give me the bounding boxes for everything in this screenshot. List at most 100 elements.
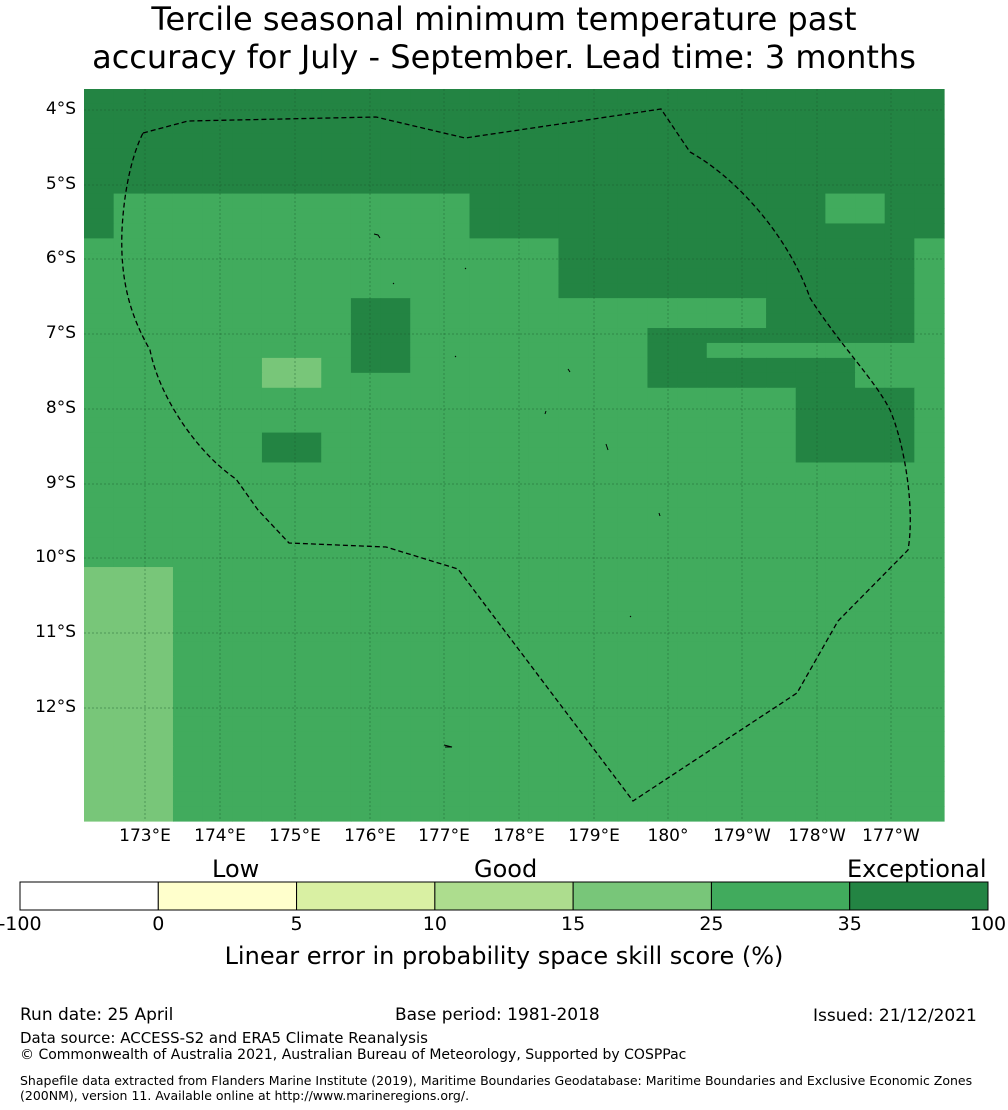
grid-cell xyxy=(350,731,382,747)
grid-cell xyxy=(914,806,945,822)
grid-cell xyxy=(914,148,945,165)
grid-cell xyxy=(380,447,411,464)
grid-cell xyxy=(825,552,856,568)
grid-cell xyxy=(321,342,352,359)
grid-cell xyxy=(736,208,767,225)
grid-cell xyxy=(439,193,471,210)
grid-cell xyxy=(855,701,886,718)
grid-cell xyxy=(884,716,915,732)
grid-cell xyxy=(766,567,797,583)
grid-cell xyxy=(766,581,797,598)
grid-cell xyxy=(914,492,945,508)
grid-cell xyxy=(528,118,560,135)
grid-cell xyxy=(113,432,144,449)
grid-cell xyxy=(855,581,886,598)
grid-cell xyxy=(795,328,826,344)
grid-cell xyxy=(410,641,441,658)
grid-cell xyxy=(84,537,115,553)
grid-cell xyxy=(113,731,144,747)
grid-cell xyxy=(914,387,945,404)
grid-cell xyxy=(113,537,144,553)
grid-cell xyxy=(558,193,589,210)
grid-cell xyxy=(706,537,738,553)
grid-cell xyxy=(350,447,382,464)
grid-cell xyxy=(232,447,263,464)
grid-cell xyxy=(439,611,471,628)
grid-cell xyxy=(499,208,530,225)
grid-cell xyxy=(380,103,411,120)
grid-cell xyxy=(202,387,233,404)
grid-cell xyxy=(113,611,144,628)
grid-cell xyxy=(677,716,708,732)
grid-cell xyxy=(380,507,411,523)
grid-cell xyxy=(825,641,856,658)
grid-cell xyxy=(291,148,322,165)
grid-cell xyxy=(736,148,767,165)
grid-cell xyxy=(617,298,649,314)
grid-cell xyxy=(113,806,144,822)
grid-cell xyxy=(410,118,441,135)
grid-cell xyxy=(528,238,560,254)
grid-cell xyxy=(291,432,322,449)
grid-cell xyxy=(677,193,708,210)
grid-cell xyxy=(617,372,649,389)
grid-cell xyxy=(736,133,767,150)
grid-cell xyxy=(321,701,352,718)
grid-cell xyxy=(261,148,293,165)
grid-cell xyxy=(439,731,471,747)
grid-cell xyxy=(172,238,204,254)
grid-cell xyxy=(172,178,204,195)
grid-cell xyxy=(884,223,915,239)
grid-cell xyxy=(261,746,293,762)
grid-cell xyxy=(647,567,678,583)
grid-cell xyxy=(617,581,649,598)
grid-cell xyxy=(528,656,560,673)
grid-cell xyxy=(380,746,411,762)
grid-cell xyxy=(677,671,708,688)
grid-cell xyxy=(113,716,144,732)
grid-cell xyxy=(172,567,204,583)
grid-cell xyxy=(825,701,856,718)
grid-cell xyxy=(410,776,441,792)
grid-cell xyxy=(736,537,767,553)
grid-cell xyxy=(113,148,144,165)
grid-cell xyxy=(291,776,322,792)
grid-cell xyxy=(439,447,471,464)
grid-cell xyxy=(588,746,619,762)
grid-cell xyxy=(499,611,530,628)
grid-cell xyxy=(588,507,619,523)
grid-cell xyxy=(766,761,797,777)
grid-cell xyxy=(380,313,411,329)
grid-cell xyxy=(410,372,441,389)
grid-cell xyxy=(736,118,767,135)
grid-cell xyxy=(825,462,856,479)
grid-cell xyxy=(172,89,204,105)
grid-cell xyxy=(350,328,382,344)
grid-cell xyxy=(439,387,471,404)
grid-cell xyxy=(528,103,560,120)
grid-cell xyxy=(291,133,322,150)
grid-cell xyxy=(261,776,293,792)
island xyxy=(454,355,457,358)
grid-cell xyxy=(410,761,441,777)
grid-cell xyxy=(795,581,826,598)
grid-cell xyxy=(143,432,174,449)
grid-cell xyxy=(884,118,915,135)
grid-cell xyxy=(321,447,352,464)
grid-cell xyxy=(884,268,915,284)
grid-cell xyxy=(795,806,826,822)
grid-cell xyxy=(825,148,856,165)
grid-cell xyxy=(588,701,619,718)
grid-cell xyxy=(172,656,204,673)
grid-cell xyxy=(855,178,886,195)
grid-cell xyxy=(469,611,500,628)
grid-cell xyxy=(499,552,530,568)
grid-cell xyxy=(617,656,649,673)
grid-cell xyxy=(855,761,886,777)
grid-cell xyxy=(469,761,500,777)
grid-cell xyxy=(617,238,649,254)
grid-cell xyxy=(202,686,233,703)
grid-cell xyxy=(172,671,204,688)
grid-cell xyxy=(232,596,263,613)
grid-cell xyxy=(647,477,678,493)
